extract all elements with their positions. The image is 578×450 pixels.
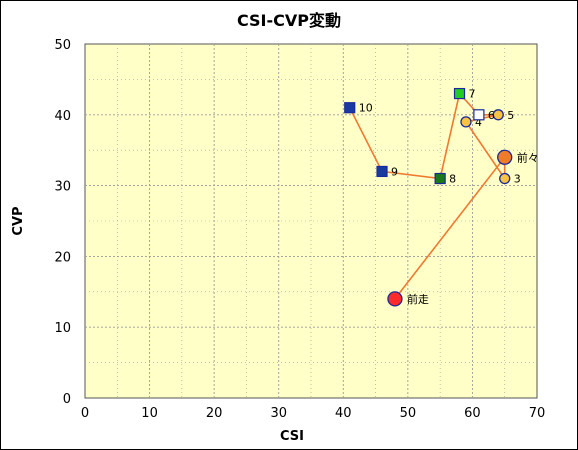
data-points: 前走 前々 3 4 567 8 9 10	[344, 87, 539, 307]
y-tick-label: 10	[54, 321, 71, 336]
grid-lines	[85, 44, 537, 398]
x-tick-label: 70	[529, 406, 546, 421]
point-label: 10	[359, 102, 373, 115]
point-marker-circle	[492, 109, 504, 121]
x-axis-ticks: 0 10 20 30 40 50 60 70	[81, 406, 545, 421]
point-marker-circle	[499, 172, 511, 185]
point-label: 前々	[517, 150, 539, 164]
point-label: 3	[514, 173, 521, 186]
x-tick-label: 50	[400, 406, 417, 421]
point-label: 9	[391, 165, 398, 178]
point-marker-square	[434, 172, 446, 185]
x-tick-label: 60	[464, 406, 481, 421]
y-tick-label: 0	[63, 392, 71, 407]
point-label: 4	[475, 116, 482, 129]
x-axis-title: CSI	[280, 429, 304, 444]
point-marker-circle	[387, 291, 403, 307]
point-label: 5	[507, 109, 514, 122]
x-tick-label: 20	[206, 406, 223, 421]
y-tick-label: 40	[54, 109, 71, 124]
point-label: 前走	[407, 292, 429, 306]
trajectory-line	[348, 91, 506, 300]
y-tick-label: 50	[54, 38, 71, 53]
chart-title: CSI-CVP変動	[237, 11, 341, 30]
point-marker-square	[344, 102, 356, 114]
x-tick-label: 30	[270, 406, 287, 421]
point-marker-square	[453, 87, 466, 100]
point-label: 7	[469, 88, 476, 101]
point-label: 6	[488, 109, 495, 122]
y-axis-ticks: 0 10 20 30 40 50	[54, 38, 71, 407]
x-tick-label: 10	[141, 406, 158, 421]
point-marker-square	[473, 109, 485, 121]
y-tick-label: 20	[54, 250, 71, 265]
point-marker-circle	[460, 116, 472, 128]
y-axis-title: CVP	[11, 206, 26, 235]
point-label: 8	[449, 173, 456, 186]
y-tick-label: 30	[54, 180, 71, 195]
point-marker-square	[376, 165, 388, 178]
point-marker-circle	[497, 149, 513, 165]
x-tick-label: 0	[81, 406, 89, 421]
connection-lines	[348, 91, 506, 300]
x-tick-label: 40	[335, 406, 352, 421]
